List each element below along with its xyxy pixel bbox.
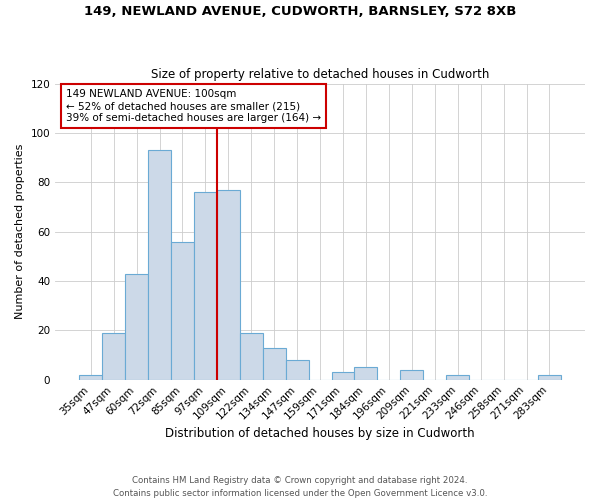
Bar	[171, 242, 194, 380]
Bar	[286, 360, 308, 380]
Bar	[79, 375, 102, 380]
Y-axis label: Number of detached properties: Number of detached properties	[15, 144, 25, 320]
Text: 149, NEWLAND AVENUE, CUDWORTH, BARNSLEY, S72 8XB: 149, NEWLAND AVENUE, CUDWORTH, BARNSLEY,…	[84, 5, 516, 18]
Bar	[125, 274, 148, 380]
Text: 149 NEWLAND AVENUE: 100sqm
← 52% of detached houses are smaller (215)
39% of sem: 149 NEWLAND AVENUE: 100sqm ← 52% of deta…	[66, 90, 321, 122]
Bar	[332, 372, 355, 380]
Bar	[148, 150, 171, 380]
Bar	[400, 370, 423, 380]
Bar	[102, 333, 125, 380]
Bar	[217, 190, 240, 380]
Bar	[263, 348, 286, 380]
Bar	[446, 375, 469, 380]
Bar	[538, 375, 561, 380]
Title: Size of property relative to detached houses in Cudworth: Size of property relative to detached ho…	[151, 68, 489, 81]
Text: Contains HM Land Registry data © Crown copyright and database right 2024.
Contai: Contains HM Land Registry data © Crown c…	[113, 476, 487, 498]
Bar	[355, 368, 377, 380]
Bar	[194, 192, 217, 380]
Bar	[240, 333, 263, 380]
X-axis label: Distribution of detached houses by size in Cudworth: Distribution of detached houses by size …	[165, 427, 475, 440]
